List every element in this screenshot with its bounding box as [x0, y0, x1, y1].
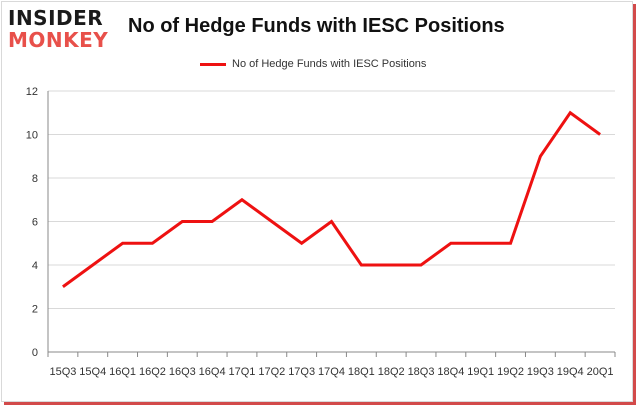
y-tick-label: 12: [26, 86, 38, 98]
legend: No of Hedge Funds with IESC Positions: [200, 56, 426, 72]
logo-line-2: MONKEY: [8, 28, 109, 52]
x-tick-label: 18Q4: [437, 366, 464, 378]
x-tick-label: 15Q3: [49, 366, 76, 378]
chart-frame: [1, 1, 633, 402]
y-tick-label: 10: [26, 130, 38, 142]
y-tick-label: 6: [32, 217, 38, 229]
insider-monkey-logo: INSIDER MONKEY: [8, 6, 118, 54]
y-tick-label: 8: [32, 173, 38, 185]
y-tick-label: 4: [32, 260, 38, 272]
x-tick-label: 19Q1: [467, 366, 494, 378]
x-tick-label: 16Q1: [109, 366, 136, 378]
series-line: [62, 110, 601, 288]
x-tick-label: 17Q3: [288, 366, 315, 378]
x-tick-label: 18Q1: [348, 366, 375, 378]
logo-line-1: INSIDER: [8, 6, 104, 30]
chart-title: No of Hedge Funds with IESC Positions: [128, 15, 505, 37]
x-tick-label: 15Q4: [79, 366, 106, 378]
legend-swatch: [200, 62, 226, 66]
y-tick-label: 0: [32, 347, 38, 359]
x-tick-label: 19Q3: [527, 366, 554, 378]
x-tick-label: 19Q2: [497, 366, 524, 378]
x-tick-label: 17Q2: [258, 366, 285, 378]
x-tick-label: 20Q1: [587, 366, 614, 378]
x-tick-label: 18Q2: [378, 366, 405, 378]
legend-label: No of Hedge Funds with IESC Positions: [232, 58, 427, 70]
x-tick-label: 16Q3: [169, 366, 196, 378]
x-tick-label: 18Q3: [408, 366, 435, 378]
y-tick-label: 2: [32, 304, 38, 316]
x-tick-label: 16Q2: [139, 366, 166, 378]
x-tick-label: 17Q1: [229, 366, 256, 378]
x-tick-label: 17Q4: [318, 366, 345, 378]
x-tick-label: 16Q4: [199, 366, 226, 378]
x-tick-label: 19Q4: [557, 366, 584, 378]
